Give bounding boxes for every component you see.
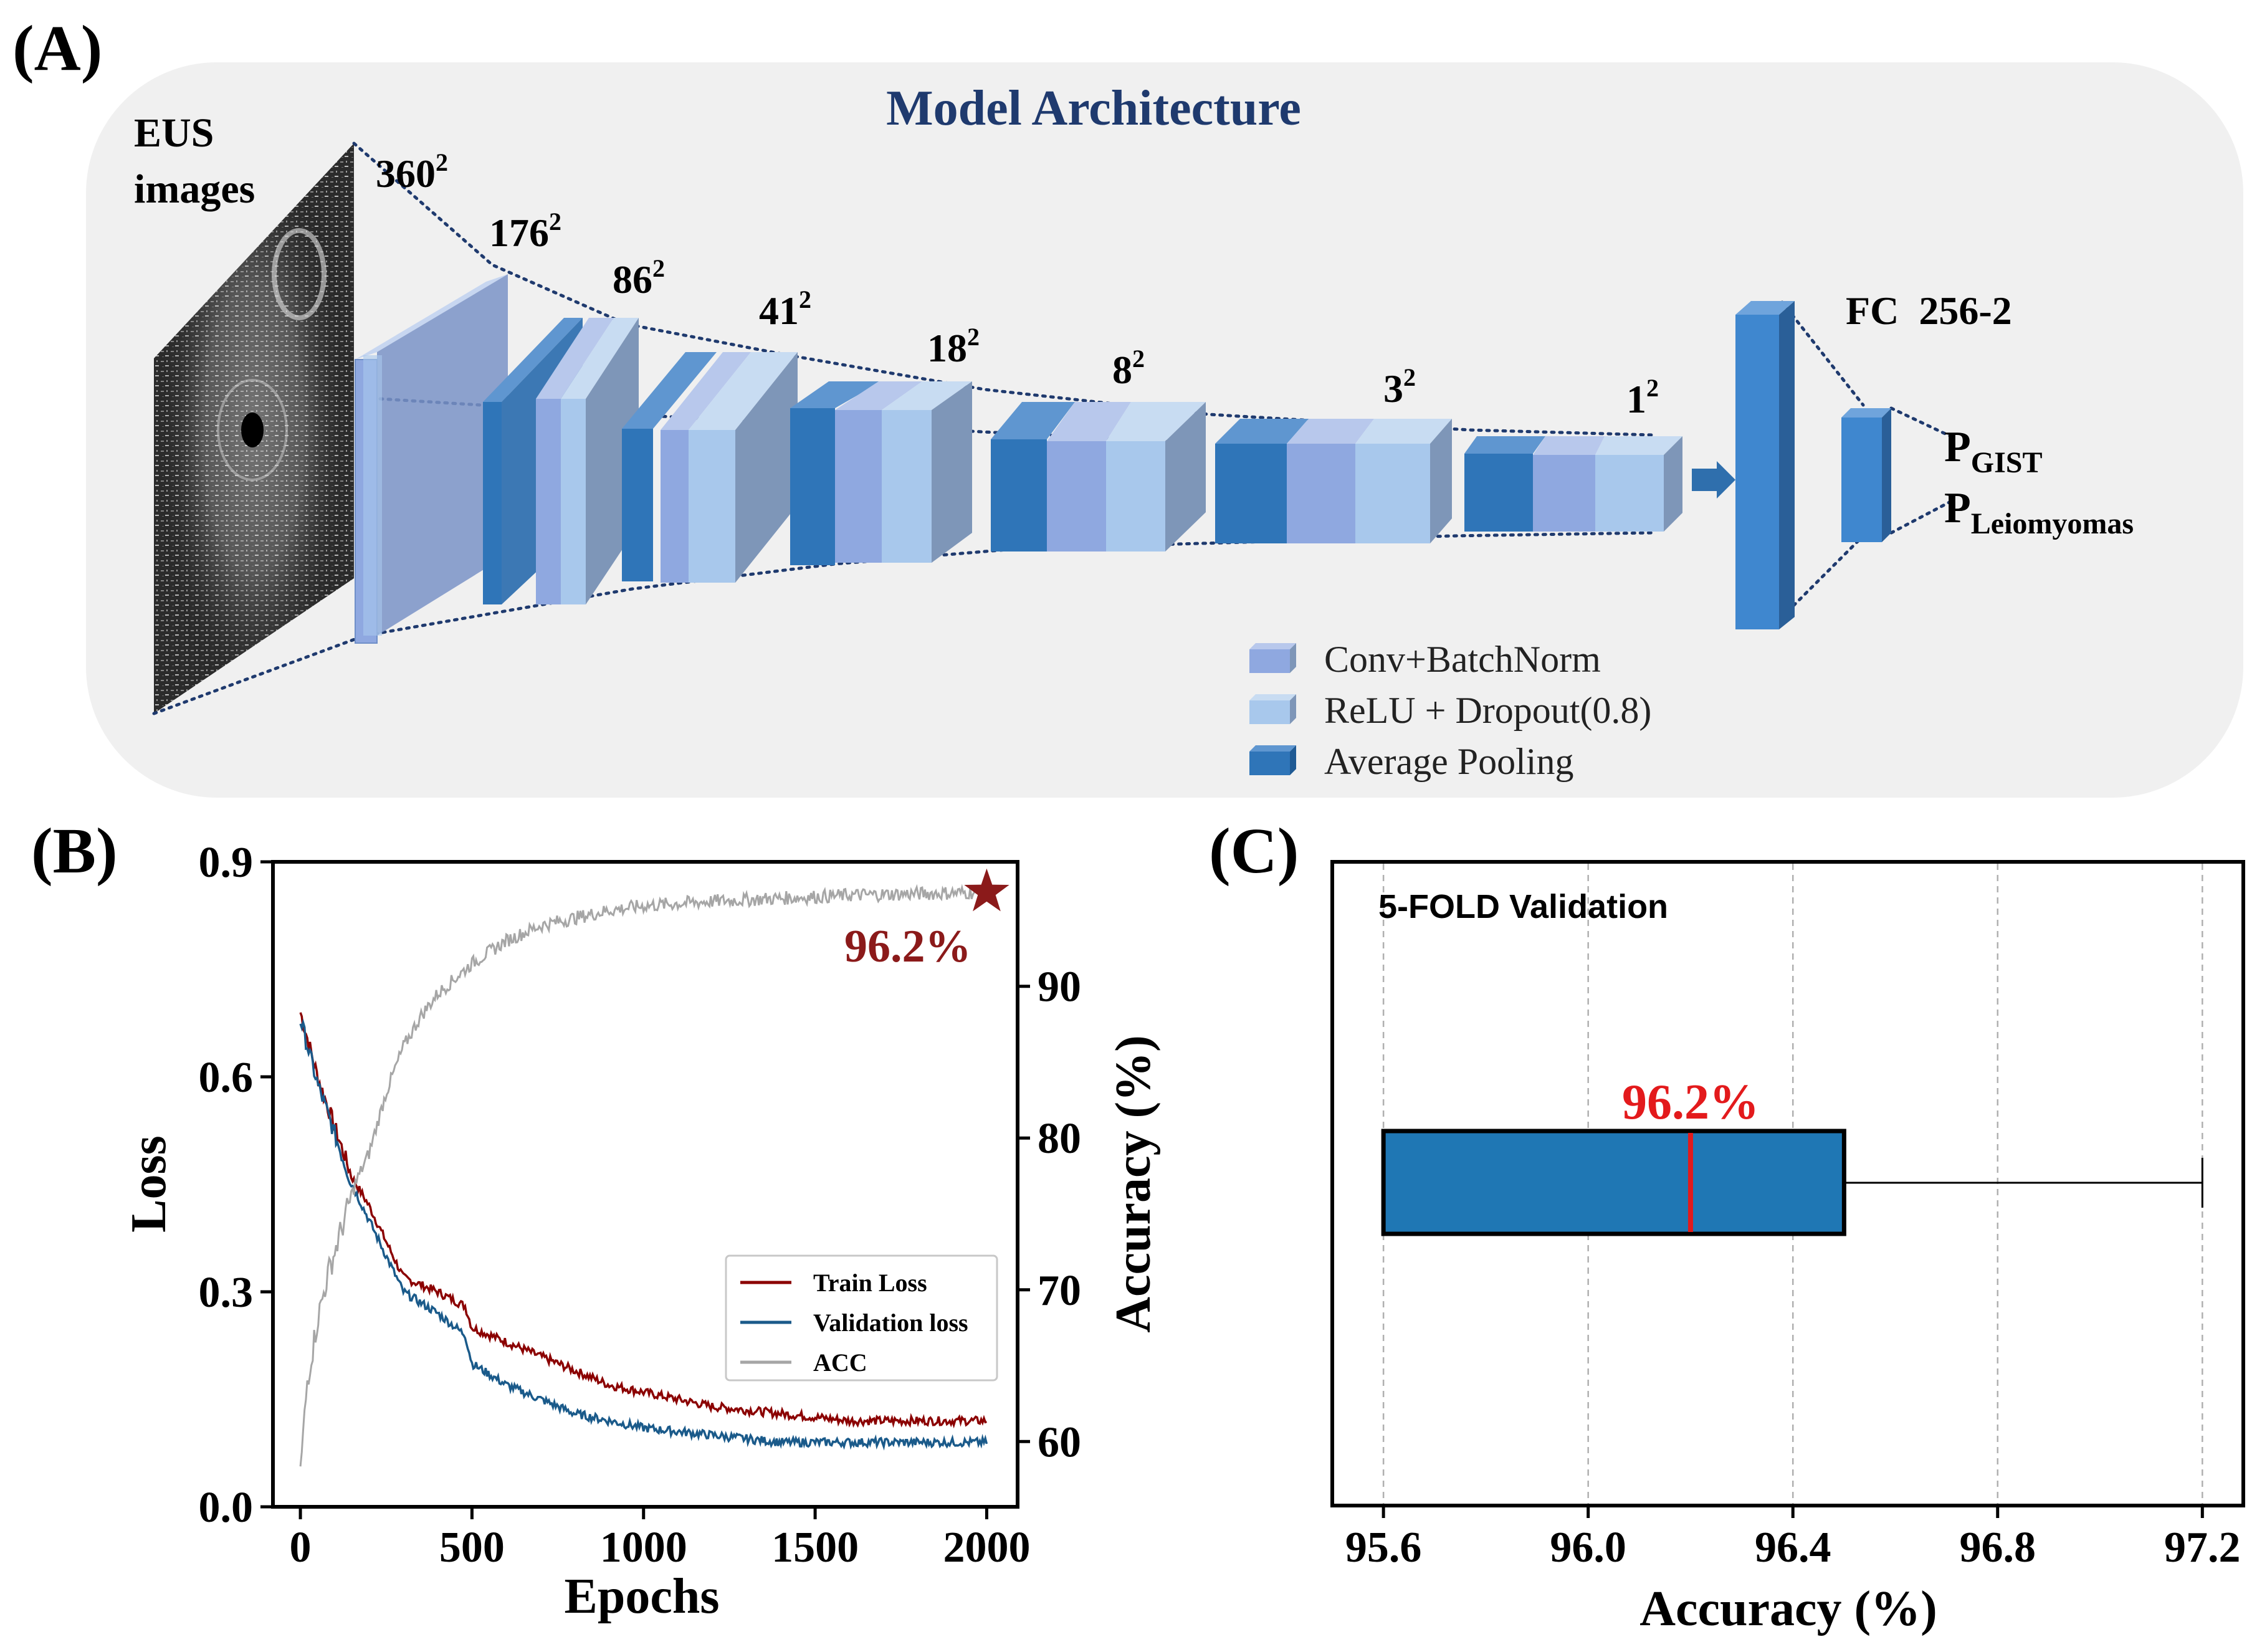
x-tick-label: 95.6 (1345, 1524, 1422, 1572)
feature-size-labels: 3602 1762 862 412 182 82 32 12 (376, 148, 1659, 421)
stage-2 (483, 318, 639, 604)
size-label-18: 182 (927, 323, 980, 370)
x-tick-label: 96.0 (1550, 1524, 1626, 1572)
plot-c-x-label: Accuracy (%) (1639, 1582, 1937, 1636)
output-gist: PGIST (1944, 423, 2043, 479)
size-label-1: 12 (1626, 374, 1659, 421)
plot-b-y2-ticks: 60 70 80 90 (1018, 963, 1081, 1466)
panel-a-label: (A) (12, 12, 102, 84)
plot-b-x-label: Epochs (565, 1569, 720, 1624)
x-tick-label: 500 (439, 1524, 505, 1572)
size-label-86: 862 (613, 254, 665, 302)
legend-swatch-conv (1249, 649, 1290, 673)
y2-tick-label: 80 (1038, 1115, 1081, 1163)
y2-tick-label: 70 (1038, 1267, 1081, 1315)
median-label: 96.2% (1622, 1075, 1759, 1130)
iqr-box (1381, 1129, 1846, 1236)
legend-label-conv: Conv+BatchNorm (1324, 639, 1601, 680)
x-tick-label: 96.4 (1755, 1524, 1831, 1572)
peak-accuracy-annotation: 96.2% (844, 921, 971, 972)
y-tick-label: 0.6 (199, 1054, 254, 1102)
panel-a-title: Model Architecture (886, 81, 1301, 136)
stage-7 (1464, 436, 1682, 532)
plot-b-x-ticks: 0 500 1000 1500 2000 (290, 1507, 1030, 1572)
stage-6 (1215, 419, 1452, 543)
legend-swatch-relu (1249, 700, 1290, 724)
series-validation-loss (299, 1018, 988, 1451)
legend-label-pool: Average Pooling (1324, 741, 1573, 782)
plot-c-boxplot (1381, 1129, 2203, 1236)
size-label-41: 412 (759, 285, 811, 333)
series-train-loss (299, 1012, 987, 1429)
flow-arrow (1692, 461, 1735, 499)
input-label-line1: EUS (134, 110, 214, 156)
legend-text-train: Train Loss (813, 1269, 927, 1297)
size-label-8: 82 (1112, 345, 1145, 392)
x-tick-label: 0 (290, 1524, 312, 1572)
panel-c-label: (C) (1209, 815, 1299, 887)
output-leiomyomas: PLeiomyomas (1944, 484, 2134, 540)
series-acc (299, 884, 988, 1467)
size-label-360: 3602 (376, 148, 448, 196)
size-label-176: 1762 (489, 208, 561, 255)
legend-text-acc: ACC (813, 1349, 867, 1377)
plot-b-y-label: Loss (122, 1135, 176, 1233)
panel-a: (A) Model Architecture EUS images (12, 12, 2243, 798)
panel-c: (C) 95.6 96.0 96.4 96.8 97.2 5-FOLD Validati… (1209, 815, 2245, 1636)
y2-tick-label: 90 (1038, 963, 1081, 1011)
eus-image (154, 143, 354, 714)
fc-layer-2 (1841, 408, 1891, 542)
plot-b-frame (271, 860, 1019, 1509)
x-tick-label: 1500 (771, 1524, 859, 1572)
stage-3 (622, 352, 798, 583)
plot-b-series (299, 884, 988, 1467)
y2-tick-label: 60 (1038, 1418, 1081, 1466)
stage-1 (355, 274, 508, 644)
x-tick-label: 96.8 (1960, 1524, 2036, 1572)
legend-label-relu: ReLU + Dropout(0.8) (1324, 690, 1651, 731)
stage-4 (790, 381, 972, 565)
x-tick-label: 97.2 (2164, 1524, 2241, 1572)
plot-b-legend: Train Loss Validation loss ACC (725, 1254, 998, 1382)
size-label-3: 32 (1383, 363, 1416, 411)
plot-c-x-ticks: 95.6 96.0 96.4 96.8 97.2 (1345, 1506, 2241, 1572)
fc-layer-1 (1735, 301, 1795, 629)
panel-b-label: (B) (31, 815, 118, 887)
peak-accuracy-star (964, 868, 1009, 912)
x-tick-label: 1000 (600, 1524, 687, 1572)
plot-c-title: 5-FOLD Validation (1378, 888, 1668, 925)
x-tick-label: 2000 (943, 1524, 1030, 1572)
y-tick-label: 0.9 (199, 839, 254, 887)
plot-b-y-ticks: 0.0 0.3 0.6 0.9 (199, 839, 273, 1532)
architecture-legend: Conv+BatchNorm ReLU + Dropout(0.8) Avera… (1249, 639, 1651, 782)
input-label-line2: images (134, 166, 255, 212)
y-tick-label: 0.3 (199, 1269, 254, 1317)
plot-b-y2-label: Accuracy (%) (1106, 1035, 1161, 1333)
legend-text-val: Validation loss (813, 1309, 968, 1337)
fc-label: FC 256-2 (1846, 289, 2012, 333)
y-tick-label: 0.0 (199, 1484, 254, 1532)
stage-5 (991, 402, 1206, 551)
layer-blocks (355, 274, 1891, 644)
legend-swatch-pool (1249, 752, 1290, 775)
panel-b: (B) 0 500 1000 1500 2000 0.0 0.3 0.6 0.9 60 70 80… (31, 815, 1161, 1624)
